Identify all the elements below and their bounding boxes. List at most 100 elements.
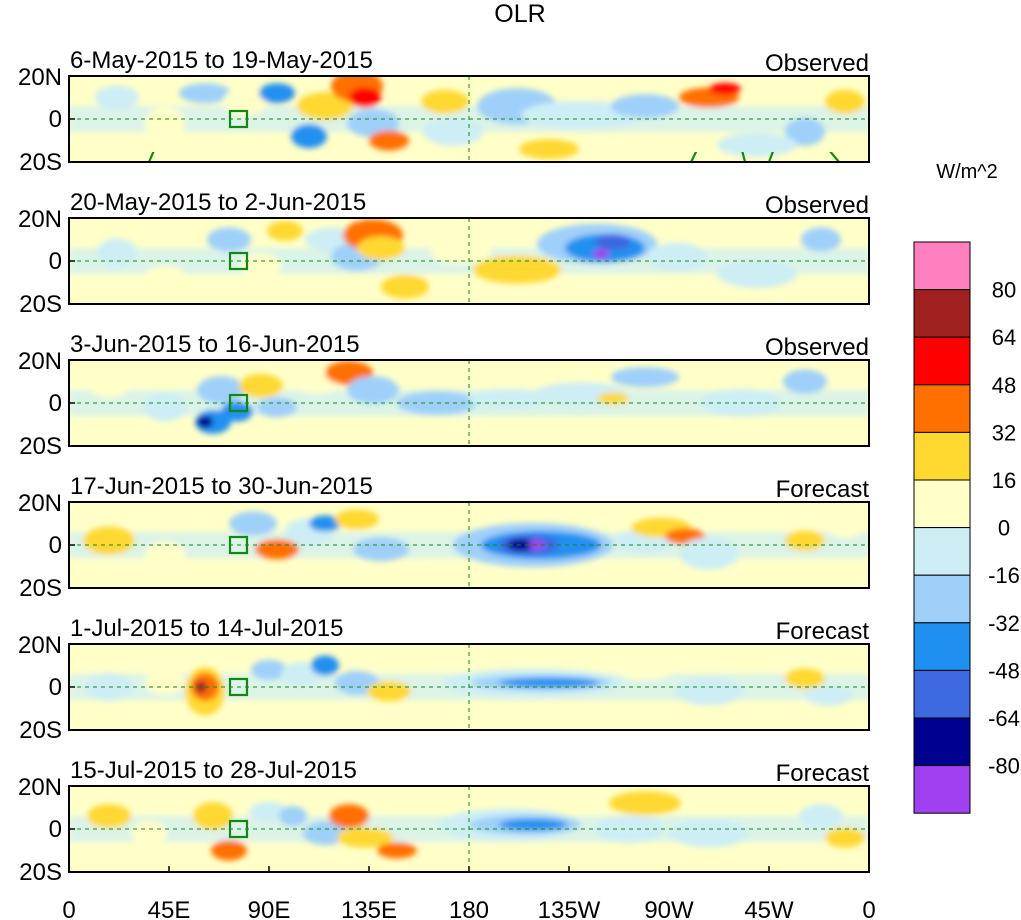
anomaly-contour (255, 539, 299, 560)
coastlines (147, 152, 840, 163)
lon-label: 0 (862, 897, 875, 920)
anomaly-contour (611, 94, 679, 119)
lat-label: 20N (18, 64, 62, 91)
coastline (690, 152, 698, 163)
lon-label: 0 (62, 897, 75, 920)
lat-label: 20N (18, 206, 62, 233)
color-legend: W/m^2 80 64 48 32 16 0 -16 -32 -48 -64 -80 (913, 161, 1020, 814)
panel-period: 17-Jun-2015 to 30-Jun-2015 (70, 473, 373, 500)
lat-label: 20N (18, 348, 62, 375)
lat-label: 20S (19, 575, 62, 602)
legend-color-box (913, 431, 971, 481)
anomaly-contour (145, 541, 185, 566)
figure-title: OLR (494, 0, 545, 28)
legend-label: -16 (988, 563, 1020, 588)
legend-color-box (913, 479, 971, 529)
coastline (741, 152, 747, 163)
anomaly-contour (519, 139, 579, 160)
lat-label: 20S (19, 291, 62, 318)
lat-label: 0 (49, 532, 62, 559)
anomaly-contour (281, 662, 321, 687)
anomaly-contour (431, 240, 491, 265)
anomaly-contour (329, 804, 369, 829)
index-region-box (228, 535, 249, 555)
legend-color-box (913, 241, 971, 291)
anomaly-contour (499, 818, 567, 831)
index-region-box (228, 819, 249, 839)
panel-kind: Observed (765, 50, 869, 77)
index-region-box (228, 251, 249, 271)
anomaly-contour (259, 83, 295, 104)
panel-period: 15-Jul-2015 to 28-Jul-2015 (70, 757, 357, 784)
anomaly-contour (357, 236, 405, 261)
panel-kind: Observed (765, 192, 869, 219)
anomaly-contour (369, 130, 409, 151)
anomaly-contour (87, 804, 131, 829)
lat-label: 20N (18, 632, 62, 659)
panel-period: 6-May-2015 to 19-May-2015 (70, 47, 373, 74)
lon-label: 180 (449, 897, 489, 920)
legend-color-box (913, 289, 971, 338)
anomaly-contour (335, 509, 379, 530)
lat-label: 0 (49, 816, 62, 843)
map-panel: 15-Jul-2015 to 28-Jul-2015 Forecast 20N 0 20… (18, 757, 870, 886)
legend-label: -48 (988, 658, 1020, 683)
legend-label: 32 (992, 420, 1016, 445)
anomaly-contour (825, 827, 865, 848)
legend-color-box (913, 574, 971, 624)
legend-color-box (913, 336, 971, 386)
anomaly-contour (95, 85, 139, 110)
lat-label: 0 (49, 248, 62, 275)
lat-label: 20S (19, 149, 62, 176)
anomaly-contour (297, 92, 353, 121)
anomaly-contour (805, 685, 853, 706)
anomaly-contour (595, 234, 631, 251)
map-panel: 3-Jun-2015 to 16-Jun-2015 Observed 20N 0 20S (18, 331, 870, 460)
lon-label: 45E (148, 897, 191, 920)
legend-label: 16 (992, 468, 1016, 493)
anomaly-contour (197, 376, 245, 405)
lon-label: 90W (644, 897, 694, 920)
anomaly-contour (207, 227, 251, 252)
map-panel: 20-May-2015 to 2-Jun-2015 Observed 20N 0 20S (18, 189, 870, 318)
anomaly-contour (179, 83, 231, 104)
anomaly-contour (131, 821, 167, 846)
anomaly-contour (499, 677, 599, 688)
legend-label: 80 (992, 278, 1016, 303)
anomaly-contour (783, 369, 827, 394)
lat-label: 0 (49, 390, 62, 417)
anomaly-contour (311, 655, 339, 676)
anomaly-contour (143, 266, 187, 291)
anomaly-contour (251, 659, 287, 680)
anomaly-contour (647, 242, 707, 271)
anomaly-contour (423, 117, 483, 146)
anomaly-contour (89, 373, 129, 398)
legend-color-box (913, 717, 971, 767)
anomaly-contour (825, 89, 865, 114)
anomaly-contour (97, 238, 137, 267)
panel-kind: Observed (765, 334, 869, 361)
anomaly-contour (709, 82, 741, 95)
anomaly-contour (381, 274, 429, 299)
map-panel: 17-Jun-2015 to 30-Jun-2015 Forecast 20N 0 20… (18, 473, 870, 602)
anomaly-contour (609, 791, 681, 816)
anomaly-contour (801, 227, 841, 252)
panel-period: 20-May-2015 to 2-Jun-2015 (70, 189, 366, 216)
lon-label: 135W (538, 897, 601, 920)
legend-label: 64 (992, 325, 1016, 350)
anomaly-contour (421, 89, 469, 114)
anomaly-contour (615, 659, 675, 680)
legend-label: 0 (998, 516, 1010, 541)
anomaly-contour (469, 388, 549, 409)
anomaly-contour (279, 806, 307, 827)
panel-period: 1-Jul-2015 to 14-Jul-2015 (70, 615, 344, 642)
anomaly-contour (473, 255, 561, 284)
anomaly-contour (83, 526, 135, 555)
olr-anomaly-field (69, 219, 869, 299)
panel-kind: Forecast (776, 760, 870, 787)
anomaly-contour (593, 249, 609, 260)
anomaly-contour (597, 392, 629, 405)
lat-label: 20S (19, 433, 62, 460)
map-panel: 6-May-2015 to 19-May-2015 Observed 20N 0 20S (18, 47, 870, 176)
anomaly-contour (223, 87, 267, 116)
